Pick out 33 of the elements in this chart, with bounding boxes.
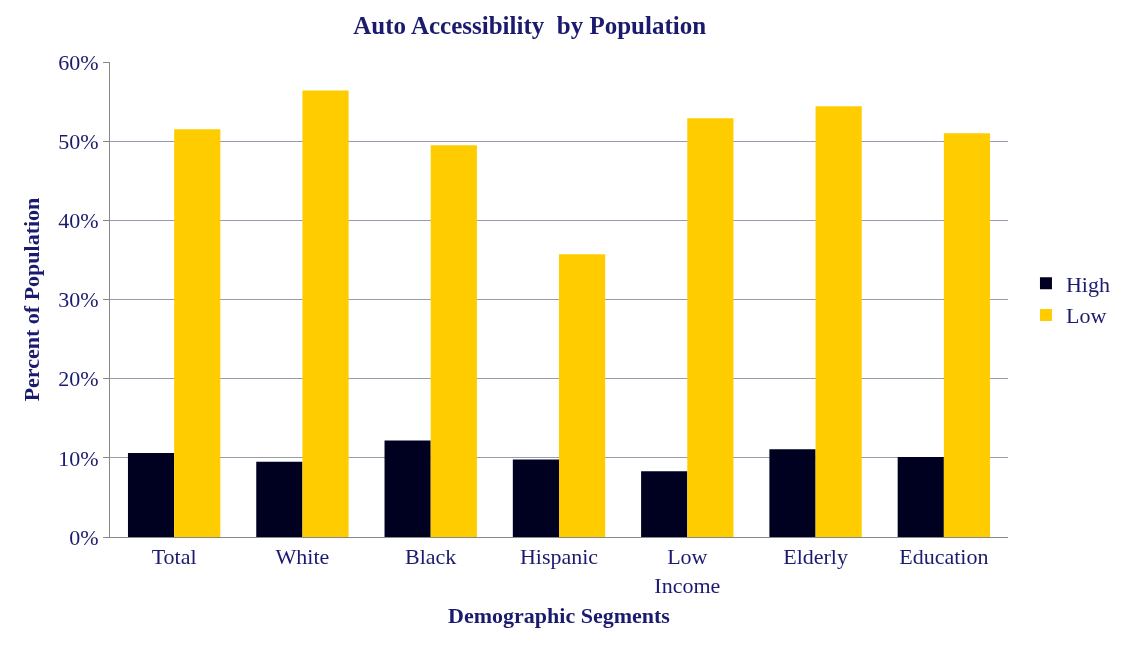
bar bbox=[559, 254, 606, 537]
y-tick-label: 30% bbox=[58, 287, 99, 313]
x-tick-label: Hispanic bbox=[519, 544, 599, 570]
x-tick-label: Elderly bbox=[783, 544, 848, 570]
x-tick-label: White bbox=[275, 544, 330, 570]
bar bbox=[943, 133, 991, 537]
y-tick-label: 40% bbox=[58, 208, 99, 234]
bar bbox=[641, 471, 688, 537]
chart-title: Auto Accessibility by Population bbox=[353, 11, 707, 39]
y-tick-label: 60% bbox=[58, 49, 99, 75]
y-tick-label: 0% bbox=[69, 524, 99, 550]
legend-label: Low bbox=[1065, 303, 1107, 329]
legend-label: High bbox=[1065, 271, 1110, 297]
y-tick-label: 50% bbox=[58, 128, 99, 154]
bar bbox=[384, 440, 431, 537]
x-axis-title: Demographic Segments bbox=[448, 602, 671, 628]
bar bbox=[815, 106, 862, 537]
x-tick-label: Education bbox=[899, 544, 989, 570]
bar bbox=[174, 129, 221, 537]
bar bbox=[897, 457, 944, 537]
y-axis-title: Percent of Population bbox=[19, 197, 45, 402]
y-tick-label: 10% bbox=[58, 445, 99, 471]
bar bbox=[127, 453, 175, 537]
bar bbox=[430, 145, 477, 537]
x-tick-label: Total bbox=[151, 544, 197, 570]
bar bbox=[687, 118, 734, 537]
x-tick-label: Black bbox=[405, 544, 457, 570]
y-tick-label: 20% bbox=[58, 366, 99, 392]
bar bbox=[512, 459, 559, 537]
bar bbox=[302, 90, 349, 537]
x-tick-label: Low Income bbox=[654, 544, 721, 598]
bar bbox=[769, 449, 816, 537]
bar bbox=[256, 461, 303, 537]
